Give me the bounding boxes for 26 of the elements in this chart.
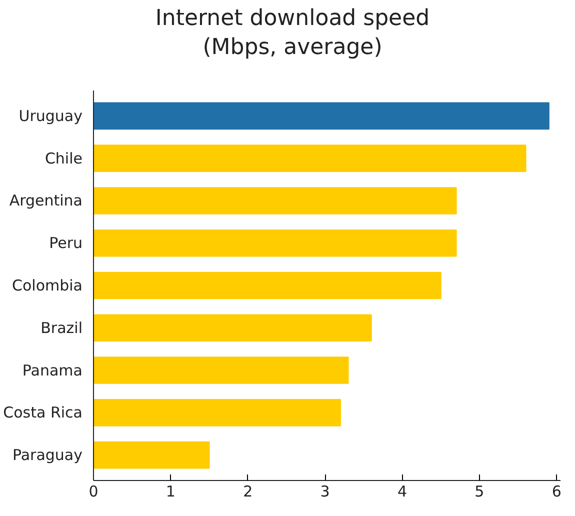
- x-tick-label: 3: [320, 482, 330, 500]
- y-tick-label: Costa Rica: [3, 404, 83, 422]
- bar: [94, 441, 210, 469]
- y-tick-label: Chile: [44, 149, 83, 168]
- x-tick-label: 6: [552, 482, 562, 500]
- x-tick-label: 1: [166, 482, 176, 500]
- y-tick-label: Panama: [22, 361, 83, 380]
- y-tick-label: Paraguay: [12, 446, 83, 464]
- bar: [94, 144, 526, 172]
- y-tick-label: Argentina: [9, 192, 83, 210]
- x-tick-label: 4: [397, 482, 408, 500]
- x-tick-label: 0: [88, 482, 98, 500]
- y-tick-label: Brazil: [40, 318, 82, 337]
- x-tick-label: 2: [243, 482, 253, 500]
- bar: [94, 356, 349, 384]
- x-tick-label: 5: [474, 482, 484, 500]
- bar: [94, 229, 457, 257]
- bar: [94, 102, 550, 130]
- bar: [94, 187, 457, 214]
- y-tick-label: Peru: [49, 234, 83, 252]
- bar: [94, 314, 372, 342]
- chart-title: Internet download speed (Mbps, average): [155, 5, 430, 62]
- bar: [94, 399, 342, 426]
- y-tick-label: Uruguay: [18, 106, 83, 125]
- bar: [94, 272, 442, 300]
- y-tick-label: Colombia: [12, 276, 83, 294]
